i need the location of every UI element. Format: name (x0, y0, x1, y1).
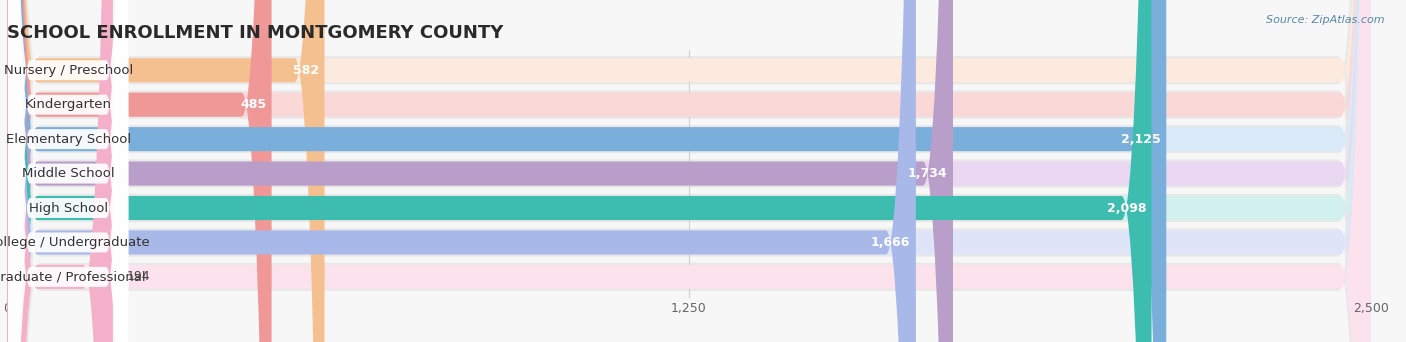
FancyBboxPatch shape (8, 0, 128, 342)
FancyBboxPatch shape (7, 0, 1371, 342)
Text: 2,125: 2,125 (1121, 133, 1161, 146)
FancyBboxPatch shape (8, 0, 128, 342)
FancyBboxPatch shape (7, 0, 325, 342)
Text: Graduate / Professional: Graduate / Professional (0, 271, 146, 284)
Text: 485: 485 (240, 98, 266, 111)
FancyBboxPatch shape (8, 0, 128, 342)
FancyBboxPatch shape (7, 0, 1371, 342)
FancyBboxPatch shape (7, 0, 1371, 342)
FancyBboxPatch shape (7, 0, 1371, 342)
Text: 194: 194 (127, 271, 150, 284)
FancyBboxPatch shape (7, 0, 953, 342)
FancyBboxPatch shape (8, 0, 128, 342)
FancyBboxPatch shape (8, 0, 128, 342)
FancyBboxPatch shape (7, 0, 1167, 342)
FancyBboxPatch shape (7, 0, 915, 342)
FancyBboxPatch shape (7, 0, 1371, 342)
Text: 2,098: 2,098 (1107, 201, 1146, 214)
Text: SCHOOL ENROLLMENT IN MONTGOMERY COUNTY: SCHOOL ENROLLMENT IN MONTGOMERY COUNTY (7, 25, 503, 42)
Text: High School: High School (28, 201, 108, 214)
Text: Source: ZipAtlas.com: Source: ZipAtlas.com (1267, 15, 1385, 25)
FancyBboxPatch shape (7, 0, 271, 342)
FancyBboxPatch shape (7, 0, 1152, 342)
Text: Nursery / Preschool: Nursery / Preschool (3, 64, 132, 77)
FancyBboxPatch shape (7, 0, 1371, 342)
FancyBboxPatch shape (7, 0, 1371, 342)
FancyBboxPatch shape (7, 0, 1371, 342)
FancyBboxPatch shape (7, 0, 1371, 342)
FancyBboxPatch shape (7, 0, 1371, 342)
Text: Elementary School: Elementary School (6, 133, 131, 146)
Text: 1,734: 1,734 (908, 167, 948, 180)
FancyBboxPatch shape (7, 0, 1371, 342)
Text: College / Undergraduate: College / Undergraduate (0, 236, 150, 249)
FancyBboxPatch shape (7, 0, 1371, 342)
FancyBboxPatch shape (8, 0, 128, 342)
FancyBboxPatch shape (8, 0, 128, 342)
Text: 1,666: 1,666 (872, 236, 911, 249)
FancyBboxPatch shape (7, 0, 1371, 342)
Text: Kindergarten: Kindergarten (25, 98, 111, 111)
FancyBboxPatch shape (7, 0, 112, 342)
Text: 582: 582 (292, 64, 319, 77)
FancyBboxPatch shape (7, 0, 1371, 342)
Text: Middle School: Middle School (22, 167, 114, 180)
